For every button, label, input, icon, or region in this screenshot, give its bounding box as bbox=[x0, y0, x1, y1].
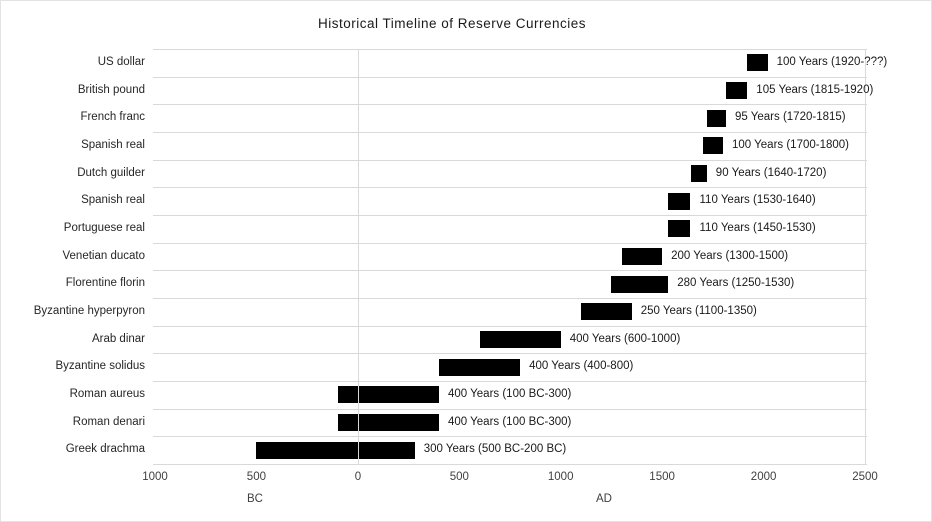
bar-value-label: 90 Years (1640-1720) bbox=[715, 166, 827, 179]
timeline-bar bbox=[668, 192, 691, 210]
bar-value-label: 400 Years (600-1000) bbox=[569, 332, 681, 345]
row-gridline bbox=[153, 187, 867, 189]
bar-value-label: 110 Years (1450-1530) bbox=[699, 222, 816, 234]
row-gridline bbox=[153, 381, 867, 382]
bar-value-label: 100 Years (1700-1800) bbox=[732, 139, 850, 151]
x-tick-label: 500 bbox=[246, 471, 266, 483]
bar-value-label: 110 Years (1530-1640) bbox=[699, 194, 816, 207]
y-axis-label: Spanish real bbox=[81, 139, 145, 151]
y-axis-label: Venetian ducato bbox=[62, 249, 146, 262]
y-axis-label: French franc bbox=[80, 111, 145, 124]
chart-title: Historical Timeline of Reserve Currencie… bbox=[317, 16, 587, 31]
plot-top-border bbox=[153, 49, 867, 50]
row-gridline bbox=[153, 298, 867, 299]
bar-value-label: 400 Years (100 BC-300) bbox=[448, 388, 572, 400]
bar-value-label: 280 Years (1250-1530) bbox=[677, 277, 795, 290]
timeline-bar bbox=[621, 248, 663, 265]
y-axis-label: US dollar bbox=[97, 56, 145, 68]
bar-value-label: 100 Years (1920-???) bbox=[776, 56, 888, 68]
timeline-bar bbox=[256, 441, 415, 459]
y-axis-label: Roman denari bbox=[72, 415, 145, 428]
timeline-bar bbox=[726, 82, 748, 99]
timeline-bar bbox=[690, 165, 707, 182]
plot-right-border bbox=[865, 49, 866, 464]
timeline-bar bbox=[581, 303, 632, 321]
row-gridline bbox=[153, 159, 867, 161]
row-gridline bbox=[153, 464, 867, 465]
x-tick-label: 0 bbox=[354, 471, 362, 483]
bar-value-label: 300 Years (500 BC-200 BC) bbox=[423, 443, 567, 456]
bar-value-label: 105 Years (1815-1920) bbox=[756, 83, 874, 96]
era-label-ad: AD bbox=[596, 493, 612, 505]
x-tick-label: 2500 bbox=[852, 471, 878, 483]
y-axis-label: Dutch guilder bbox=[77, 166, 145, 179]
y-axis-label: British pound bbox=[77, 83, 145, 96]
row-gridline bbox=[153, 325, 867, 327]
timeline-bar bbox=[439, 358, 521, 376]
timeline-bar bbox=[479, 331, 561, 348]
y-axis-label: Roman aureus bbox=[69, 388, 145, 400]
y-axis-label: Arab dinar bbox=[91, 332, 145, 345]
timeline-bar bbox=[337, 414, 439, 431]
x-tick-label: 2000 bbox=[750, 471, 777, 483]
x-tick-label: 500 bbox=[449, 471, 469, 483]
row-gridline bbox=[153, 436, 867, 438]
x-tick-label: 1000 bbox=[547, 471, 574, 483]
row-gridline bbox=[153, 104, 867, 106]
bar-value-label: 400 Years (400-800) bbox=[529, 360, 634, 373]
y-axis-label: Greek drachma bbox=[65, 443, 145, 456]
y-axis-label: Spanish real bbox=[81, 194, 145, 207]
y-axis-label: Portuguese real bbox=[63, 222, 145, 234]
row-gridline bbox=[153, 353, 867, 355]
y-axis-label: Byzantine solidus bbox=[55, 360, 146, 373]
timeline-bar bbox=[611, 275, 669, 293]
row-gridline bbox=[153, 132, 867, 133]
zero-gridline bbox=[357, 49, 359, 464]
x-tick-label: 1000 bbox=[142, 471, 168, 483]
bar-value-label: 400 Years (100 BC-300) bbox=[448, 415, 572, 428]
bar-value-label: 200 Years (1300-1500) bbox=[671, 249, 789, 262]
timeline-bar bbox=[747, 54, 768, 72]
era-label-bc: BC bbox=[247, 493, 263, 505]
timeline-bar bbox=[668, 220, 691, 238]
row-gridline bbox=[153, 215, 867, 216]
y-axis-label: Byzantine hyperpyron bbox=[33, 305, 145, 317]
row-gridline bbox=[153, 76, 867, 78]
timeline-bar bbox=[706, 109, 727, 127]
x-tick-label: 1500 bbox=[649, 471, 675, 483]
bar-value-label: 95 Years (1720-1815) bbox=[735, 111, 846, 124]
timeline-bar bbox=[337, 386, 439, 404]
row-gridline bbox=[153, 242, 867, 244]
timeline-bar bbox=[702, 137, 723, 155]
y-axis-label: Florentine florin bbox=[65, 277, 145, 290]
row-gridline bbox=[153, 270, 867, 272]
bar-value-label: 250 Years (1100-1350) bbox=[640, 305, 757, 317]
row-gridline bbox=[153, 408, 867, 410]
